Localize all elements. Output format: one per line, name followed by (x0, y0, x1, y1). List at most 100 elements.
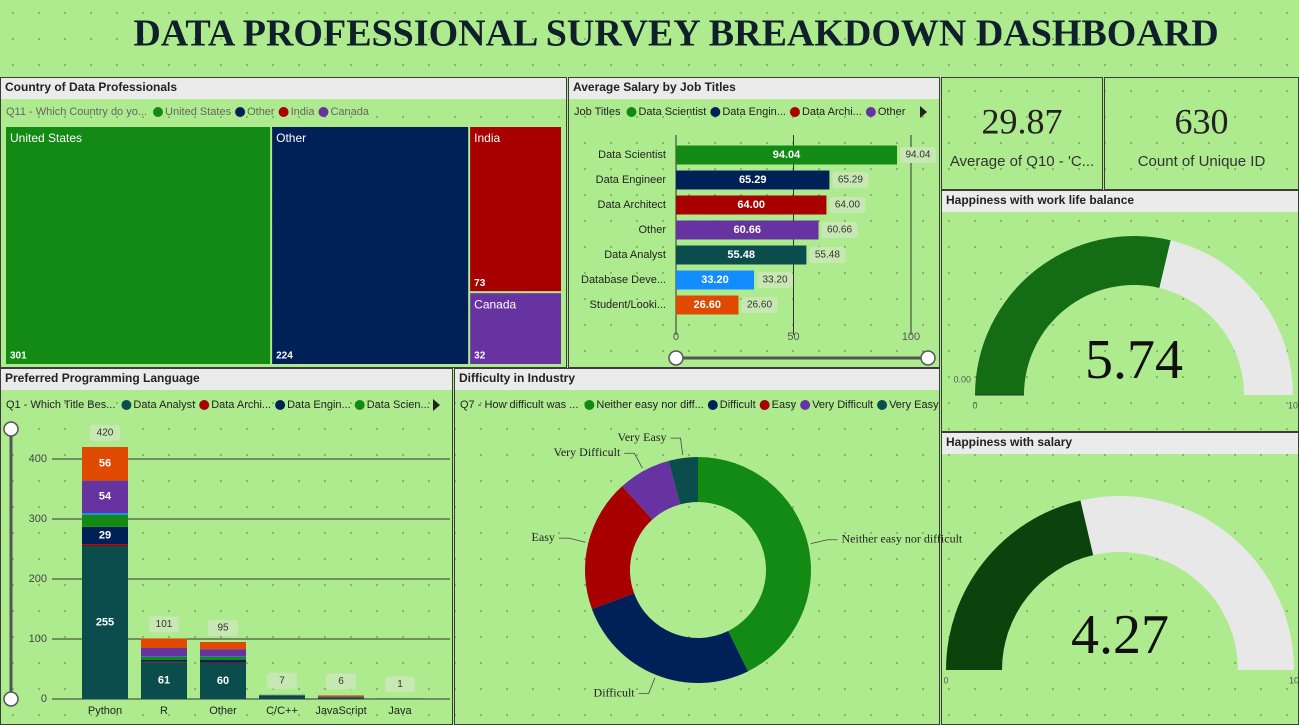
bar-segment (141, 657, 187, 660)
bar-segment (200, 656, 246, 657)
legend-label: Data Analyst (133, 399, 195, 411)
legend-label: Data Scientist (638, 106, 706, 118)
card-label: Count of Unique ID (1138, 153, 1266, 170)
legend-label: Very Easy (889, 399, 939, 411)
data-label: 55.48 (815, 250, 840, 261)
x-tick-label: R (160, 705, 168, 717)
bar-inner-label: 55.48 (727, 249, 755, 261)
leader-line (810, 539, 838, 545)
tile-value: 32 (474, 351, 486, 362)
panel-title: Happiness with work life balance (946, 193, 1134, 207)
bar-inner-label: 26.60 (693, 299, 721, 311)
donut-slice (698, 457, 812, 672)
bar-segment (141, 638, 187, 648)
slice-label: Neither easy nor difficult (842, 532, 963, 546)
legend-swatch (121, 400, 132, 410)
legend-swatch (235, 107, 246, 117)
y-tick-label: Data Engineer (596, 174, 667, 186)
card-label: Average of Q10 - 'C... (950, 153, 1094, 170)
tile-value: 73 (474, 278, 486, 289)
panel (568, 77, 940, 368)
legend-label: Very Difficult (812, 399, 873, 411)
x-tick-label: 0 (673, 331, 679, 343)
legend-title: Q1 - Which Title Bes... (6, 399, 115, 411)
data-label-bg (809, 247, 846, 263)
panel-header (942, 433, 1298, 454)
gauge-target-label: 0.00 (953, 374, 971, 384)
legend-swatch (153, 107, 164, 117)
gauge-tick-label: 0 (972, 400, 977, 410)
leader-line (624, 452, 643, 469)
panel-title: Country of Data Professionals (5, 80, 177, 94)
bar-segment (259, 696, 305, 699)
bar (676, 295, 739, 315)
legend-label: Canada (330, 106, 369, 118)
donut-slice (668, 457, 698, 505)
slice-label: Easy (532, 530, 555, 544)
treemap-tile (470, 293, 561, 364)
legend-scroll-arrow[interactable] (433, 399, 440, 411)
bar-inner-label: 60.66 (734, 224, 762, 236)
legend-swatch (318, 107, 329, 117)
segment-label: 54 (99, 491, 112, 503)
slider-handle[interactable] (3, 421, 19, 437)
card-value: 29.87 (982, 101, 1063, 141)
legend-swatch (789, 107, 800, 117)
bar-segment (82, 513, 128, 515)
legend-swatch (865, 107, 876, 117)
total-label-bg (149, 616, 179, 633)
legend-label: Difficult (720, 399, 756, 411)
data-label: 33.20 (763, 275, 788, 286)
bar-segment (259, 696, 305, 697)
segment-label: 56 (99, 458, 111, 470)
bar-segment (141, 648, 187, 657)
legend-label: Easy (772, 399, 797, 411)
panel-header (1, 369, 452, 390)
panel-title: Preferred Programming Language (5, 371, 200, 385)
data-label-bg (757, 272, 794, 288)
data-label-bg (829, 197, 866, 213)
bar (676, 195, 827, 215)
total-label-bg (267, 672, 297, 689)
tile-label: Canada (474, 297, 516, 311)
legend-label: Data Engin... (722, 106, 786, 118)
legend-swatch (275, 400, 286, 410)
panel (0, 77, 567, 368)
bar-segment (200, 663, 246, 699)
slice-label: Difficult (594, 685, 636, 699)
slider-handle[interactable] (920, 350, 936, 366)
slider-handle[interactable] (668, 350, 684, 366)
legend-swatch (800, 400, 811, 410)
y-tick-label: Database Deve... (581, 274, 666, 286)
bar-segment (82, 514, 128, 527)
legend-swatch (710, 107, 721, 117)
y-tick-label: Data Architect (598, 199, 666, 211)
legend-swatch (199, 400, 210, 410)
x-tick-label: Java (388, 705, 412, 717)
total-label-bg (208, 620, 238, 636)
data-label: 26.60 (747, 300, 772, 311)
bar-segment (318, 696, 364, 698)
slice-label: Very Difficult (554, 445, 621, 459)
total-label: 7 (279, 675, 285, 686)
tile-label: India (474, 131, 500, 145)
total-label: 95 (217, 623, 229, 634)
total-label: 1 (397, 679, 403, 690)
legend-label: India (291, 106, 316, 118)
legend-label: Other (247, 106, 275, 118)
legend-scroll-arrow[interactable] (920, 106, 927, 118)
bar (676, 270, 755, 290)
bar-segment (141, 662, 187, 699)
legend-swatch (626, 107, 637, 117)
panel-title: Happiness with salary (946, 435, 1072, 449)
slider-handle[interactable] (3, 691, 19, 707)
segment-label: 29 (99, 529, 111, 541)
data-label: 64.00 (835, 200, 860, 211)
bar-segment (200, 649, 246, 657)
data-label-bg (741, 297, 778, 313)
bar (676, 145, 897, 165)
segment-label: 255 (96, 616, 114, 628)
bar-segment (377, 698, 423, 699)
bar-segment (141, 660, 187, 662)
